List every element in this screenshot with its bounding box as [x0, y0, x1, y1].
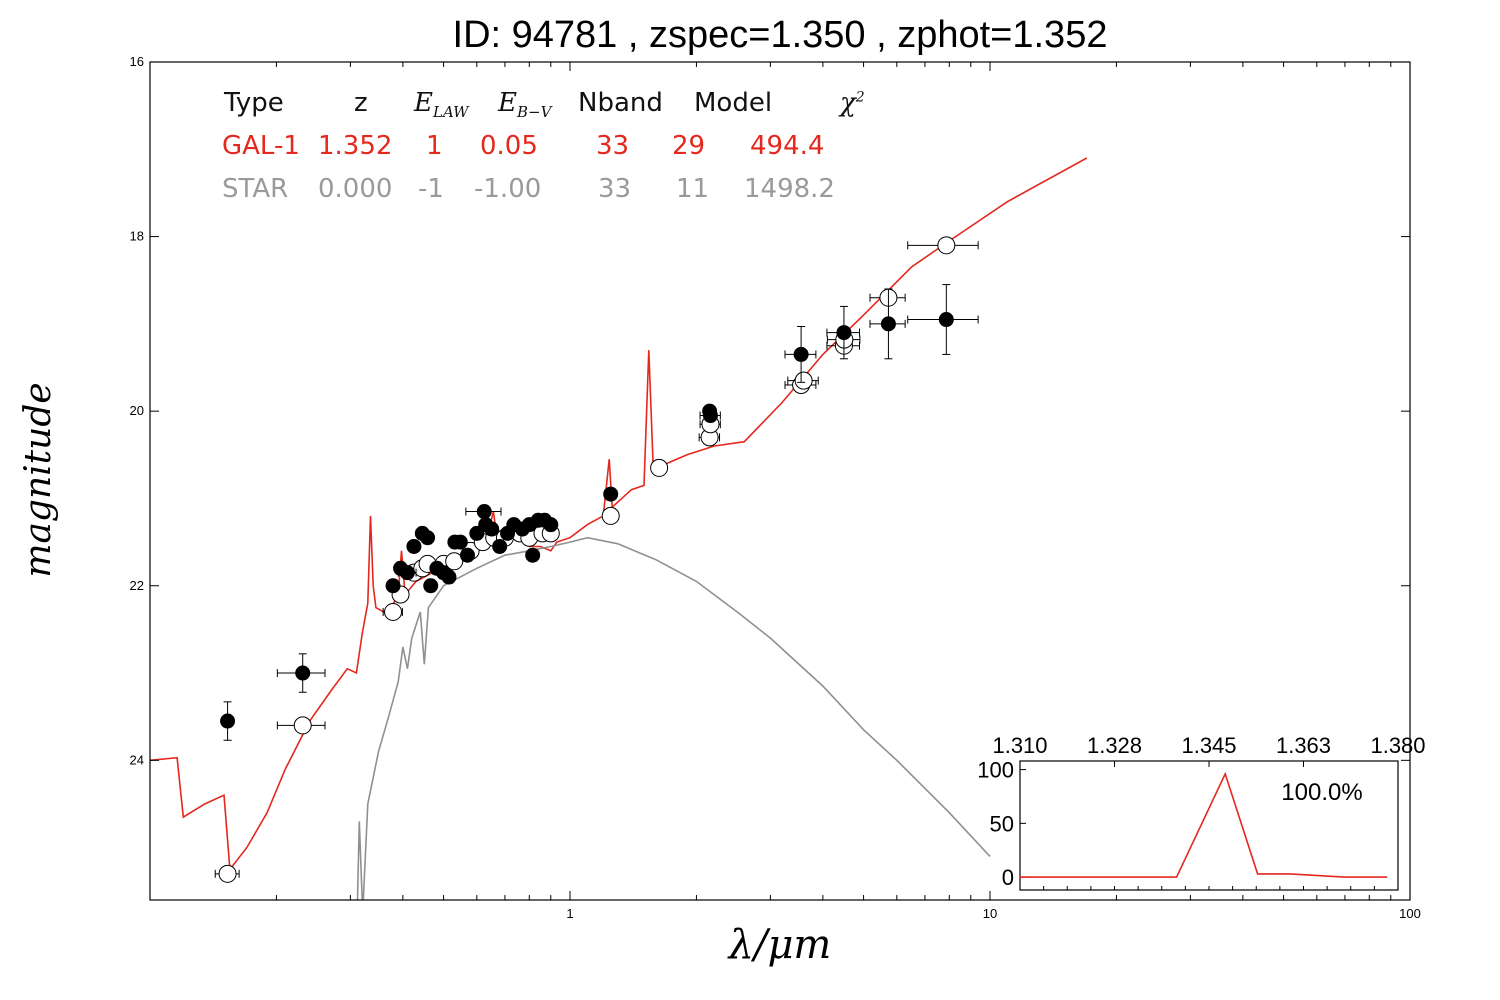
observed-flux-point: [484, 521, 500, 537]
gal-model: 29: [672, 131, 706, 161]
header-e-law: ELAW: [414, 88, 469, 122]
pdf-inset: 1.310 1.328 1.345 1.363 1.380 0 50 100 100.0%: [977, 733, 1426, 891]
observed-flux-point: [476, 504, 492, 520]
model-flux-point: [650, 458, 669, 477]
y-tick-label: 16: [130, 54, 144, 69]
star-model: 11: [676, 174, 710, 204]
model-flux-point: [794, 371, 813, 390]
model-flux-point: [445, 552, 464, 571]
model-flux-point: [601, 506, 620, 525]
observed-flux-point: [459, 547, 475, 563]
star-nband: 33: [598, 174, 632, 204]
inset-x-tick-label: 1.363: [1276, 733, 1331, 758]
header-chi2: χ2: [840, 88, 865, 118]
observed-flux-point: [793, 346, 809, 362]
star-e-bv: -1.00: [474, 174, 542, 204]
gal-type: GAL-1: [222, 131, 300, 161]
model-flux-point: [218, 864, 237, 883]
star-chi2: 1498.2: [744, 174, 835, 204]
figure-title: ID: 94781 , zspec=1.350 , zphot=1.352: [452, 14, 1108, 56]
inset-y-tick-label: 0: [1002, 865, 1014, 890]
observed-flux-point: [836, 325, 852, 341]
model-flux-point: [293, 716, 312, 735]
star-z: 0.000: [318, 174, 393, 204]
inset-frame: [1019, 760, 1399, 891]
x-axis-label: λ/μm: [727, 922, 832, 968]
gal-e-law: 1: [426, 131, 443, 161]
header-z: z: [354, 88, 368, 118]
gal-e-bv: 0.05: [480, 131, 538, 161]
header-model: Model: [694, 88, 773, 118]
observed-flux-point: [880, 316, 896, 332]
header-nband: Nband: [578, 88, 663, 118]
observed-flux-point: [295, 665, 311, 681]
model-flux-point: [937, 236, 956, 255]
y-axis-label: magnitude: [18, 382, 59, 577]
x-tick-label: 100: [1399, 906, 1421, 921]
x-tick-label: 10: [983, 906, 997, 921]
inset-x-tick-label: 1.328: [1087, 733, 1142, 758]
pdf-percent-annotation: 100.0%: [1281, 779, 1362, 806]
inset-y-tick-label: 100: [977, 758, 1014, 783]
star-type: STAR: [222, 174, 289, 204]
observed-flux-point: [603, 486, 619, 502]
observed-flux-point: [525, 547, 541, 563]
observed-flux-point: [492, 538, 508, 554]
observed-flux-point: [220, 713, 236, 729]
gal-nband: 33: [596, 131, 630, 161]
pdf-curve: [1020, 771, 1388, 878]
inset-y-tick-label: 50: [990, 811, 1014, 836]
y-tick-label: 22: [130, 578, 144, 593]
observed-flux-point: [399, 565, 415, 581]
star-model-curve: [356, 536, 991, 900]
y-tick-label: 24: [130, 752, 144, 767]
x-tick-label: 1: [566, 906, 573, 921]
observed-flux-point: [441, 569, 457, 585]
observed-flux-point: [543, 517, 559, 533]
gal-chi2: 494.4: [750, 131, 825, 161]
observed-flux-point: [423, 578, 439, 594]
main-plot-area: [150, 157, 1088, 900]
model-flux-point: [384, 602, 403, 621]
main-plot-frame: [149, 61, 1411, 901]
inset-x-tick-label: 1.380: [1370, 733, 1425, 758]
observed-flux-point: [385, 578, 401, 594]
observed-flux-point: [469, 525, 485, 541]
observed-flux-point: [406, 538, 422, 554]
inset-x-tick-label: 1.310: [992, 733, 1047, 758]
inset-x-tick-label: 1.345: [1181, 733, 1236, 758]
observed-flux-point: [702, 408, 718, 424]
observed-flux-point: [938, 312, 954, 328]
observed-flux-point: [452, 534, 468, 550]
y-tick-label: 20: [130, 403, 144, 418]
observed-flux-point: [420, 530, 436, 546]
gal-z: 1.352: [318, 131, 393, 161]
y-tick-label: 18: [130, 229, 144, 244]
header-e-bv: EB−V: [498, 88, 552, 122]
star-e-law: -1: [418, 174, 444, 204]
header-type: Type: [224, 88, 284, 118]
